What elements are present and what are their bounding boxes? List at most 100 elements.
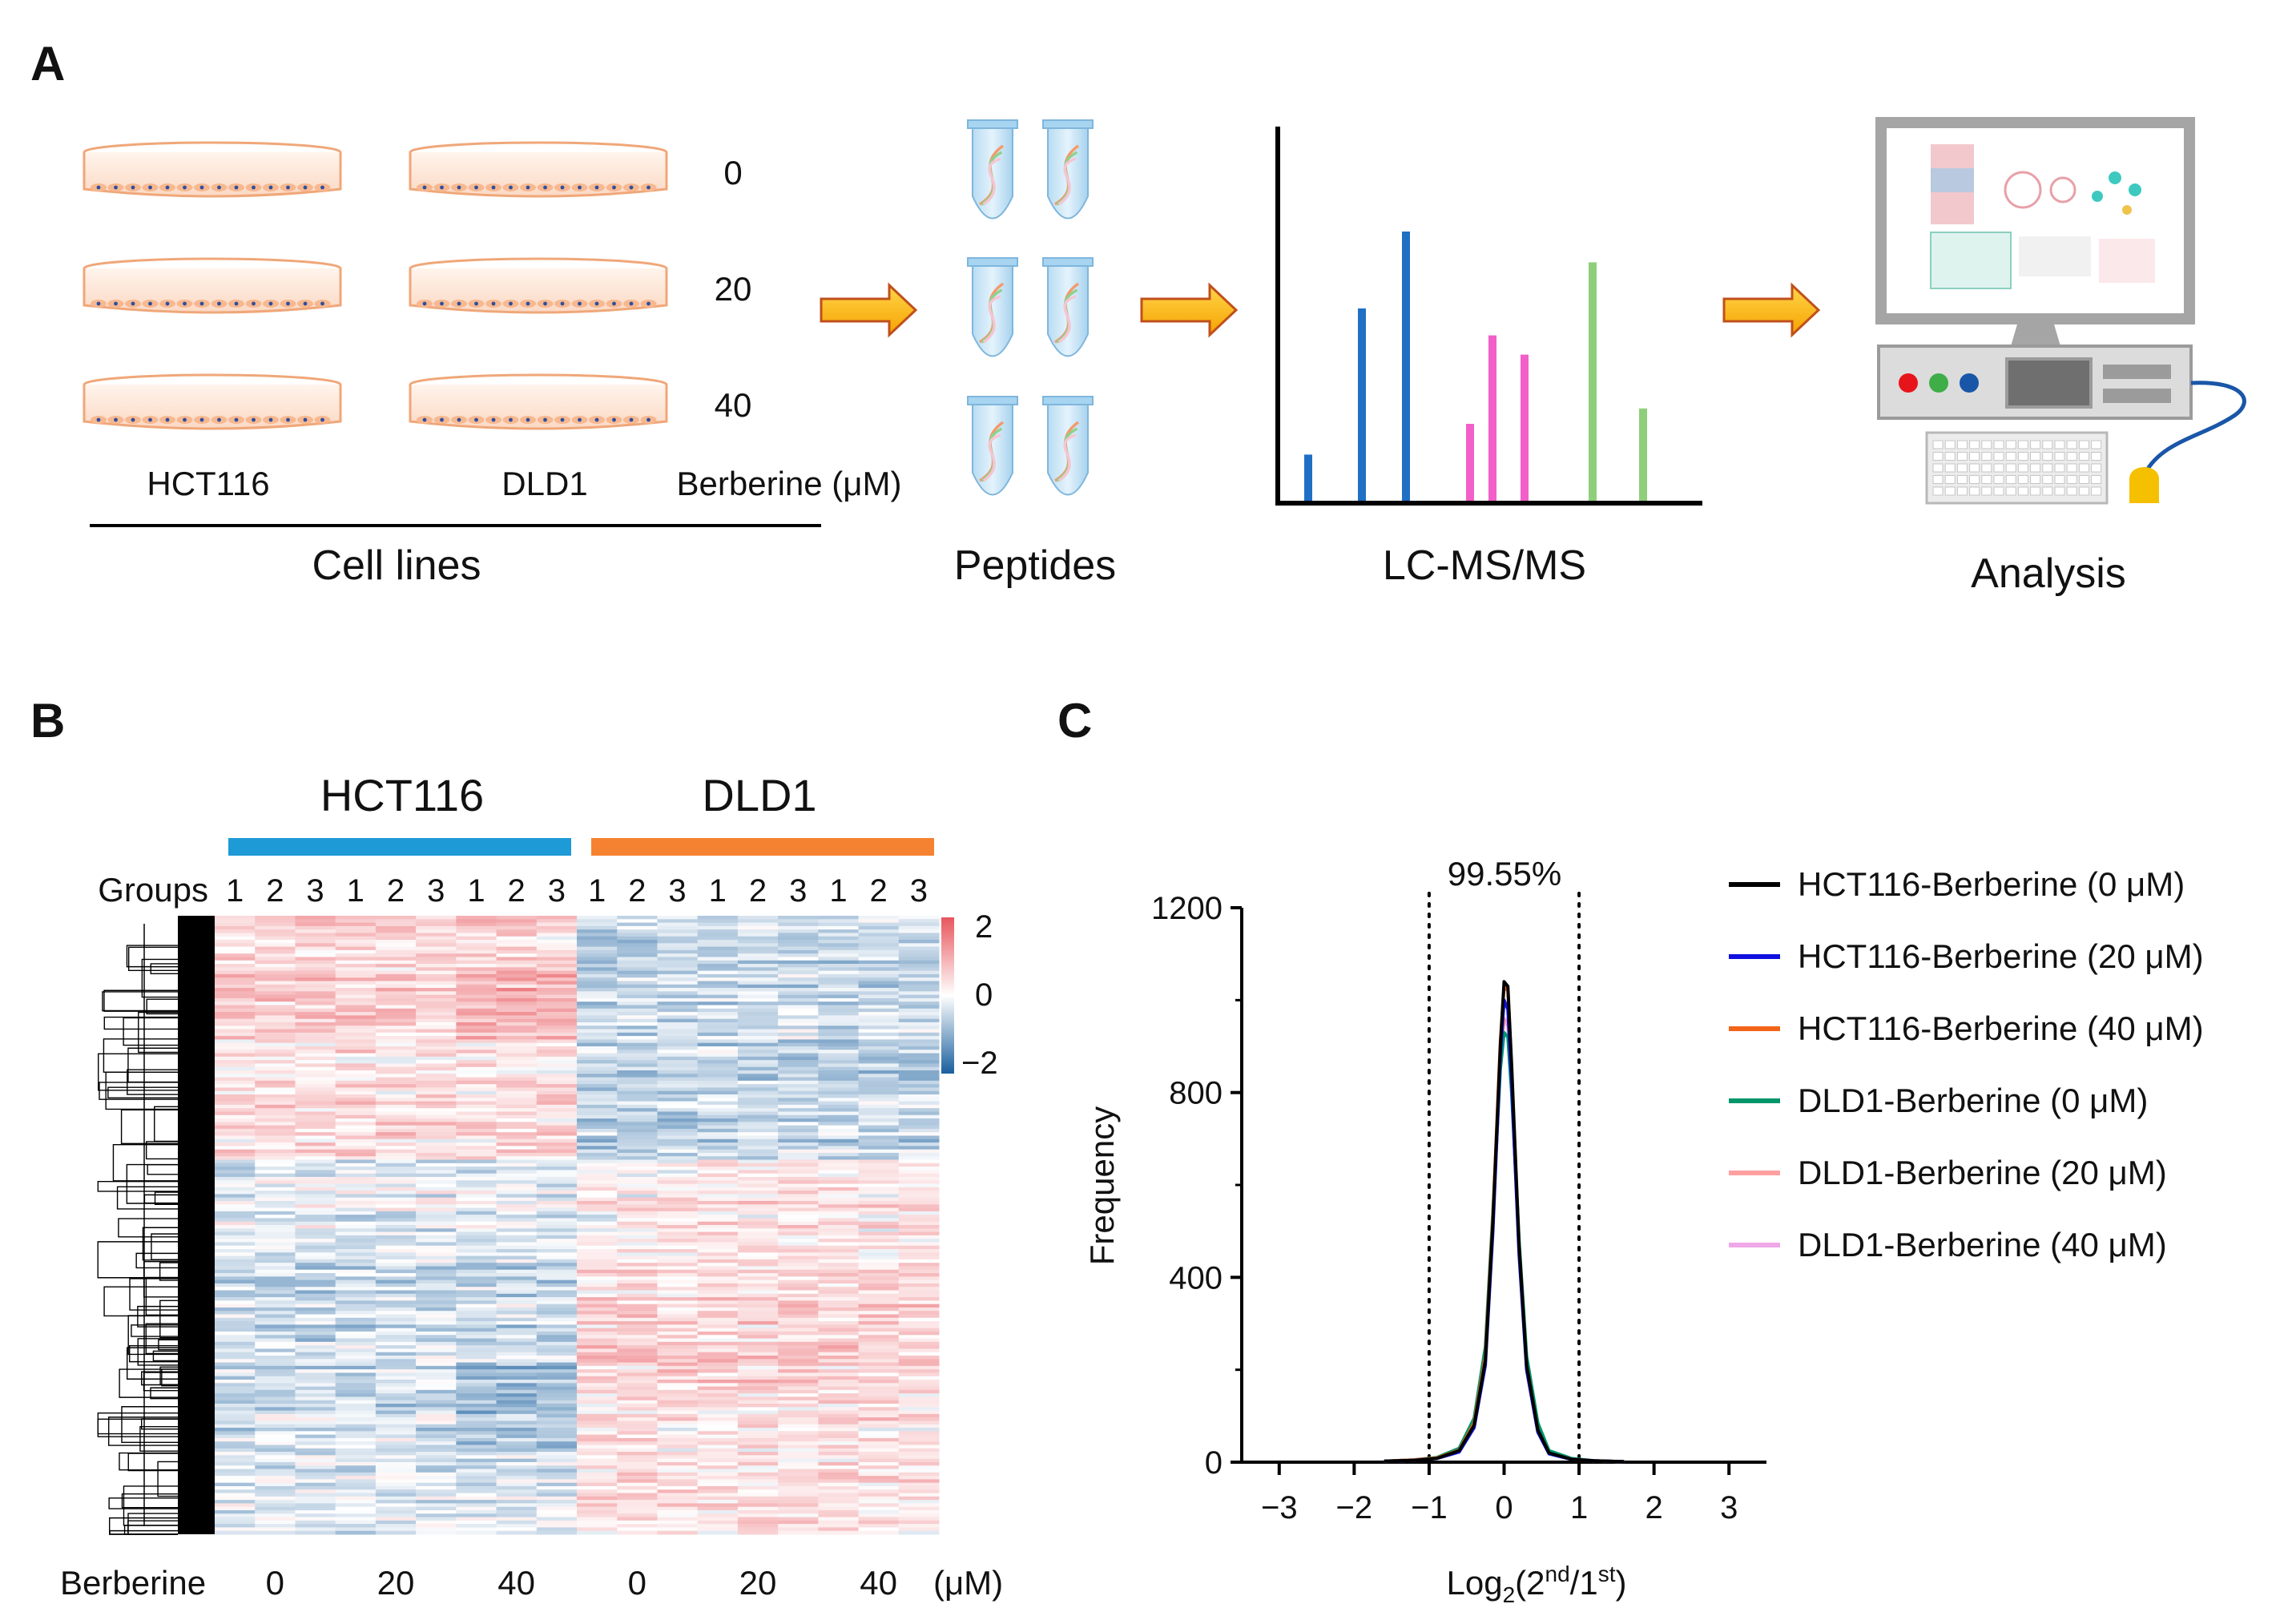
heatmap-cell: [335, 1146, 377, 1151]
heatmap-cell: [375, 1396, 417, 1401]
heatmap-cell: [858, 1101, 900, 1106]
heatmap-cell: [898, 1104, 940, 1109]
heatmap-cell: [375, 1380, 417, 1384]
heatmap-cell: [898, 1338, 940, 1343]
heatmap-cell: [858, 1001, 900, 1006]
heatmap-cell: [898, 1211, 940, 1215]
heatmap-cell: [456, 949, 497, 954]
heatmap-cell: [577, 1249, 618, 1253]
heatmap-cell: [335, 1114, 377, 1119]
heatmap-cell: [255, 929, 296, 933]
heatmap-cell: [577, 1101, 618, 1106]
heatmap-cell: [778, 994, 819, 999]
heatmap-cell: [295, 1383, 336, 1388]
y-tick-label: 400: [1169, 1260, 1223, 1296]
heatmap-cell: [456, 1142, 497, 1146]
heatmap-cell: [215, 1355, 256, 1360]
heatmap-cell: [737, 949, 779, 954]
heatmap-cell: [898, 994, 940, 999]
heatmap-cell: [215, 1152, 256, 1157]
heatmap-cell: [536, 1156, 578, 1161]
heatmap-cell: [577, 1167, 618, 1171]
heatmap-cell: [617, 1317, 658, 1322]
heatmap-cell: [215, 1074, 256, 1078]
heatmap-cell: [255, 1039, 296, 1044]
heatmap-cell: [577, 1066, 618, 1071]
heatmap-cell: [295, 1287, 336, 1291]
heatmap-cell: [617, 1060, 658, 1064]
heatmap-cell: [255, 919, 296, 924]
heatmap-cell: [697, 960, 739, 965]
heatmap-cell: [657, 1114, 699, 1119]
heatmap-cell: [215, 1266, 256, 1271]
heatmap-cell: [295, 1496, 336, 1501]
heatmap-cell: [416, 1428, 457, 1432]
heatmap-cell: [577, 991, 618, 996]
heatmap-cell: [858, 1087, 900, 1092]
heatmap-cell: [375, 1066, 417, 1071]
heatmap-cell: [375, 994, 417, 999]
heatmap-cell: [335, 1417, 377, 1421]
heatmap-cell: [657, 1314, 699, 1319]
heatmap-cell: [456, 1235, 497, 1239]
heatmap-cell: [737, 1183, 779, 1188]
heatmap-cell: [617, 964, 658, 968]
heatmap-cell: [416, 1142, 457, 1146]
heatmap-cell: [215, 1098, 256, 1102]
heatmap-cell: [536, 1039, 578, 1044]
heatmap-cell: [255, 946, 296, 951]
heatmap-cell: [335, 1437, 377, 1442]
heatmap-cell: [818, 919, 860, 924]
heatmap-cell: [255, 1479, 296, 1484]
heatmap-cell: [375, 1276, 417, 1281]
heatmap-cell: [215, 1527, 256, 1532]
heatmap-cell: [697, 1200, 739, 1205]
heatmap-cell: [496, 1122, 538, 1126]
heatmap-cell: [818, 943, 860, 948]
heatmap-cell: [295, 981, 336, 985]
heatmap-cell: [657, 1396, 699, 1401]
heatmap-cell: [496, 949, 538, 954]
heatmap-cell: [295, 1479, 336, 1484]
heatmap-cell: [335, 1283, 377, 1288]
heatmap-cell: [295, 1167, 336, 1171]
heatmap-cell: [255, 916, 296, 920]
heatmap-cell: [818, 1187, 860, 1191]
heatmap-cell: [375, 1108, 417, 1112]
dendrogram-branch: [120, 1109, 178, 1145]
heatmap-cell: [496, 1094, 538, 1098]
heatmap-cell: [898, 1142, 940, 1146]
heatmap-cell: [416, 1341, 457, 1346]
heatmap-cell: [536, 1410, 578, 1415]
heatmap-cell: [215, 919, 256, 924]
heatmap-cell: [617, 994, 658, 999]
dendrogram-branch: [103, 989, 178, 1012]
heatmap-cell: [858, 1008, 900, 1013]
heatmap-cell: [778, 1090, 819, 1095]
heatmap-cell: [295, 1221, 336, 1226]
heatmap-cell: [496, 1138, 538, 1143]
heatmap-cell: [255, 1084, 296, 1088]
step-label-lcms: LC-MS/MS: [1383, 542, 1586, 589]
heatmap-cell: [496, 1372, 538, 1377]
heatmap-cell: [898, 1001, 940, 1006]
heatmap-cell: [496, 1152, 538, 1157]
dendrogram-branch: [127, 946, 178, 971]
dendrogram-branch: [127, 1520, 178, 1535]
heatmap-cell: [737, 1005, 779, 1009]
heatmap-cell: [577, 960, 618, 965]
heatmap-cell: [737, 1493, 779, 1497]
heatmap-cell: [858, 1365, 900, 1370]
heatmap-cell: [617, 1149, 658, 1154]
heatmap-cell: [335, 1197, 377, 1202]
heatmap-cell: [335, 1380, 377, 1384]
heatmap-cell: [335, 1500, 377, 1504]
heatmap-cell: [536, 1191, 578, 1195]
heatmap-cell: [577, 1104, 618, 1109]
heatmap-cell: [778, 929, 819, 933]
heatmap-cell: [818, 1431, 860, 1436]
heatmap-cell: [536, 1118, 578, 1122]
heatmap-cell: [416, 1239, 457, 1243]
dendrogram-branch: [107, 1086, 178, 1099]
heatmap-cell: [215, 1404, 256, 1408]
